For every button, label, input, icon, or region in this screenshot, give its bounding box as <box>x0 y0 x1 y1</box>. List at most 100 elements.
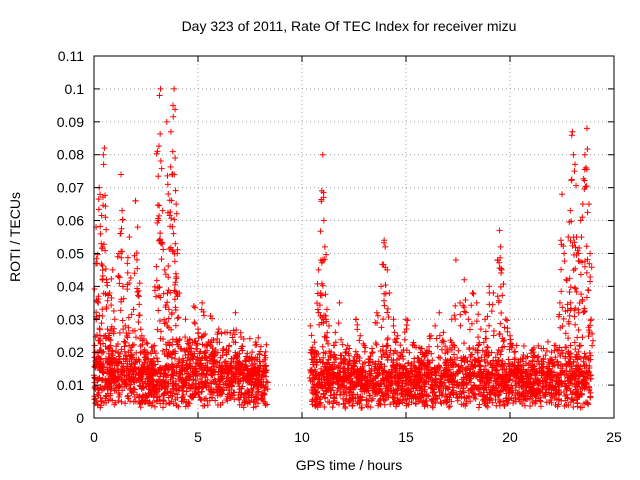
data-point <box>496 399 503 406</box>
data-point <box>173 201 180 208</box>
data-point <box>168 215 175 222</box>
data-point <box>472 391 479 398</box>
data-point <box>559 350 566 357</box>
data-point <box>385 313 392 320</box>
data-point <box>104 297 111 304</box>
data-point <box>125 324 132 331</box>
data-point <box>103 276 110 283</box>
data-point <box>149 378 156 385</box>
data-point <box>570 151 577 158</box>
data-point <box>581 177 588 184</box>
y-tick-label: 0.01 <box>57 377 84 393</box>
data-point <box>438 346 445 353</box>
data-point <box>115 397 122 404</box>
data-point <box>400 397 407 404</box>
data-point <box>380 316 387 323</box>
data-point <box>323 371 330 378</box>
data-point <box>330 400 337 407</box>
data-point <box>319 151 326 158</box>
data-point <box>513 380 520 387</box>
data-point <box>343 346 350 353</box>
data-point <box>331 363 338 370</box>
data-point <box>165 349 172 356</box>
data-point <box>176 337 183 344</box>
data-point <box>229 392 236 399</box>
data-point <box>311 339 318 346</box>
data-point <box>185 351 192 358</box>
data-point <box>529 399 536 406</box>
data-point <box>417 359 424 366</box>
data-point <box>210 353 217 360</box>
data-point <box>575 257 582 264</box>
data-point <box>222 366 229 373</box>
data-point <box>565 335 572 342</box>
data-point <box>137 326 144 333</box>
data-point <box>345 398 352 405</box>
data-point <box>583 125 590 132</box>
data-point <box>561 258 568 265</box>
data-point <box>415 359 422 366</box>
data-point <box>211 357 218 364</box>
data-point <box>437 376 444 383</box>
data-point <box>589 330 596 337</box>
data-point <box>484 368 491 375</box>
data-point <box>152 361 159 368</box>
data-point <box>576 353 583 360</box>
data-point <box>585 287 592 294</box>
data-point <box>239 343 246 350</box>
data-point <box>98 320 105 327</box>
data-point <box>198 306 205 313</box>
data-point <box>98 398 105 405</box>
data-point <box>262 402 269 409</box>
data-point <box>173 336 180 343</box>
data-point <box>421 365 428 372</box>
data-point <box>204 359 211 366</box>
data-point <box>477 326 484 333</box>
data-point <box>92 400 99 407</box>
data-point <box>105 292 112 299</box>
data-point <box>546 374 553 381</box>
data-point <box>392 339 399 346</box>
data-point <box>500 338 507 345</box>
data-point <box>580 370 587 377</box>
data-point <box>131 270 138 277</box>
data-point <box>160 391 167 398</box>
data-point <box>393 365 400 372</box>
data-point <box>99 312 106 319</box>
data-point <box>532 398 539 405</box>
data-point <box>185 341 192 348</box>
data-point <box>143 339 150 346</box>
data-point <box>335 377 342 384</box>
data-point <box>222 358 229 365</box>
data-point <box>478 354 485 361</box>
data-point <box>394 392 401 399</box>
data-point <box>579 214 586 221</box>
data-point <box>562 361 569 368</box>
data-point <box>466 346 473 353</box>
data-point <box>170 230 177 237</box>
data-point <box>536 397 543 404</box>
data-point <box>451 312 458 319</box>
data-point <box>515 369 522 376</box>
y-tick-label: 0.04 <box>57 278 84 294</box>
data-point <box>118 254 125 261</box>
data-point <box>365 359 372 366</box>
data-point <box>454 397 461 404</box>
data-point <box>520 351 527 358</box>
data-point <box>397 351 404 358</box>
data-point <box>210 363 217 370</box>
data-point <box>118 360 125 367</box>
data-point <box>102 383 109 390</box>
data-point <box>235 375 242 382</box>
data-point <box>169 351 176 358</box>
data-point <box>446 384 453 391</box>
data-point <box>392 403 399 410</box>
data-point <box>104 384 111 391</box>
data-point <box>408 391 415 398</box>
data-point <box>163 384 170 391</box>
data-point <box>567 237 574 244</box>
data-point <box>144 340 151 347</box>
data-point <box>192 377 199 384</box>
data-point <box>482 335 489 342</box>
data-point <box>514 389 521 396</box>
